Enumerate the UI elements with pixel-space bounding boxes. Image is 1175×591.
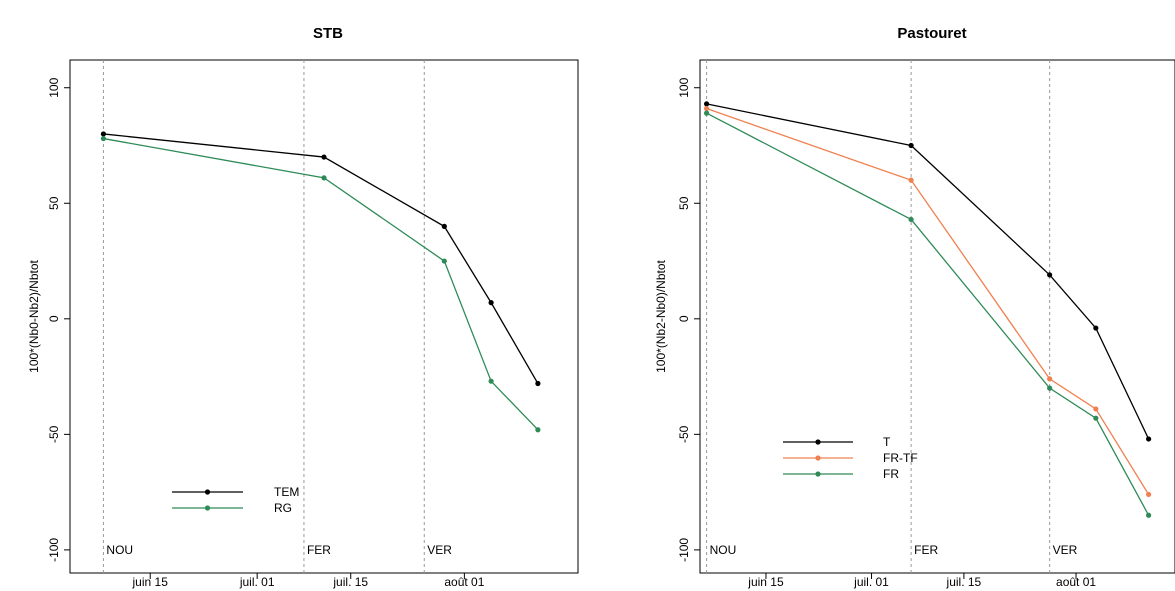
y-tick-label: 0 bbox=[47, 315, 61, 322]
data-point-fr-tf bbox=[1146, 491, 1152, 498]
x-tick-label: juil. 01 bbox=[239, 575, 275, 589]
data-point-tem bbox=[321, 154, 327, 160]
series-line-t bbox=[706, 103, 1150, 440]
y-tick-label: -100 bbox=[677, 538, 691, 562]
plot-area bbox=[100, 131, 541, 433]
chart-title: Pastouret bbox=[897, 25, 966, 42]
legend-swatch-point bbox=[815, 439, 821, 445]
y-tick-label: 100 bbox=[47, 77, 61, 97]
chart-title: STB bbox=[313, 25, 343, 42]
y-tick-label: -50 bbox=[677, 425, 691, 443]
chart-panel-1: STB 100*(Nb0-Nb2)/Nbtot -100 -50 0 50 100 juin … bbox=[27, 25, 579, 589]
series-line-tem bbox=[103, 133, 539, 384]
y-tick-label: 50 bbox=[47, 196, 61, 210]
data-point-rg bbox=[488, 378, 494, 384]
stage-label: VER bbox=[427, 543, 452, 557]
x-tick-label: juil. 01 bbox=[853, 575, 889, 589]
legend-swatch-point bbox=[815, 455, 821, 461]
chart-panel-2: Pastouret 100*(Nb2-Nb0)/Nbtot -100 -50 0 50 10… bbox=[654, 25, 1175, 589]
y-tick-label: 0 bbox=[677, 315, 691, 322]
plot-frame bbox=[699, 59, 1175, 574]
data-point-fr bbox=[908, 216, 914, 223]
data-point-t bbox=[1047, 272, 1053, 278]
legend-swatch-point bbox=[815, 471, 821, 477]
legend-label: FR-TF bbox=[883, 451, 918, 465]
y-tick-label: -100 bbox=[47, 538, 61, 562]
data-point-tem bbox=[488, 300, 494, 306]
data-point-fr bbox=[1146, 512, 1152, 518]
stage-label: FER bbox=[307, 543, 331, 557]
data-point-t bbox=[1146, 436, 1152, 442]
data-point-fr-tf bbox=[703, 105, 710, 112]
y-tick-label: 50 bbox=[677, 196, 691, 210]
legend-label: T bbox=[883, 435, 891, 449]
data-point-fr bbox=[1093, 415, 1099, 421]
plot-frame bbox=[69, 59, 579, 574]
x-tick-label: juin 15 bbox=[132, 575, 169, 589]
series-line-rg bbox=[103, 137, 539, 431]
y-axis-label: 100*(Nb2-Nb0)/Nbtot bbox=[654, 259, 668, 372]
data-point-fr-tf bbox=[1047, 376, 1053, 382]
x-tick-label: juil. 15 bbox=[332, 575, 368, 589]
legend-label: FR bbox=[883, 467, 899, 481]
data-point-fr bbox=[1047, 385, 1053, 391]
data-point-rg bbox=[100, 135, 107, 142]
y-axis-label: 100*(Nb0-Nb2)/Nbtot bbox=[27, 259, 41, 372]
data-point-tem bbox=[100, 131, 107, 137]
data-point-rg bbox=[441, 258, 447, 264]
stage-label: VER bbox=[1053, 543, 1078, 557]
stage-label: NOU bbox=[710, 543, 737, 557]
stage-label: FER bbox=[914, 543, 938, 557]
stage-label: NOU bbox=[106, 543, 133, 557]
x-tick-label: août 01 bbox=[444, 575, 484, 589]
data-point-rg bbox=[535, 427, 541, 433]
legend-label: TEM bbox=[274, 485, 299, 499]
data-point-t bbox=[703, 101, 710, 107]
data-point-rg bbox=[321, 175, 327, 181]
legend-swatch-point bbox=[204, 505, 211, 511]
data-point-tem bbox=[535, 380, 541, 387]
data-point-fr bbox=[703, 110, 710, 116]
legend-label: RG bbox=[274, 501, 292, 515]
x-tick-label: juil. 15 bbox=[946, 575, 982, 589]
series-line-fr-tf bbox=[706, 107, 1150, 495]
legend-swatch-point bbox=[204, 489, 211, 495]
x-tick-label: juin 15 bbox=[747, 575, 784, 589]
y-tick-label: 100 bbox=[677, 77, 691, 97]
data-point-t bbox=[908, 142, 914, 149]
data-point-fr-tf bbox=[1093, 406, 1099, 412]
y-tick-label: -50 bbox=[47, 425, 61, 443]
data-point-fr-tf bbox=[908, 177, 914, 183]
data-point-tem bbox=[441, 223, 447, 229]
x-tick-label: août 01 bbox=[1056, 575, 1096, 589]
series-line-fr bbox=[706, 112, 1150, 516]
data-point-t bbox=[1093, 325, 1099, 331]
plot-area bbox=[703, 101, 1152, 518]
